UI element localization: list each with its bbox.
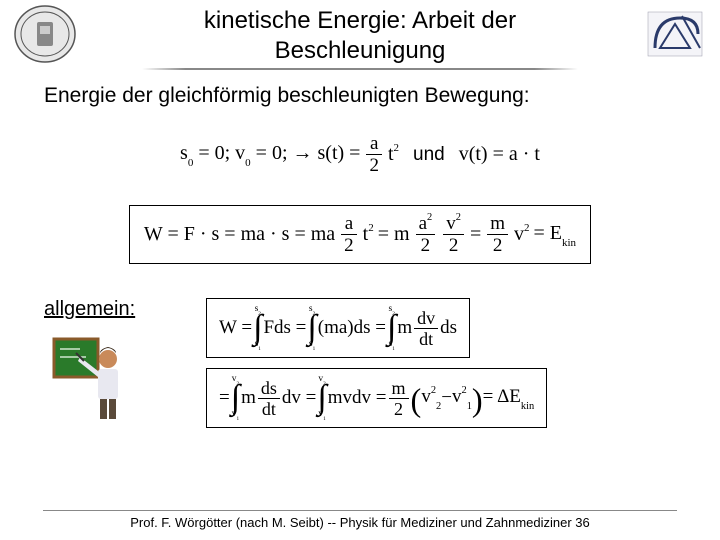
seal-logo-left	[10, 4, 80, 64]
teacher-icon	[50, 333, 140, 423]
slide-title-line2: Beschleunigung	[80, 36, 640, 66]
label-allgemein: allgemein:	[44, 298, 194, 321]
equation-work-derivation: W = F · s = ma · s = ma a2 t2 = m a22 v2…	[44, 205, 676, 264]
equation-integral-1: W = s2∫s1 Fds = s2∫s1 (ma)ds = s2∫s1 m d…	[206, 298, 470, 358]
logo-right	[640, 4, 710, 64]
slide-title-line1: kinetische Energie: Arbeit der	[80, 6, 640, 36]
footer-text: Prof. F. Wörgötter (nach M. Seibt) -- Ph…	[0, 515, 720, 530]
subheading: Energie der gleichförmig beschleunigten …	[44, 84, 676, 108]
equation-initial-conditions: s0 = 0; v0 = 0; → s(t) = a2 t2 und v(t) …	[44, 134, 676, 175]
equation-integral-2: = v2∫v1 m dsdt dv = v2∫v1 mvdv = m2 ( v2…	[206, 368, 547, 428]
title-underline	[142, 68, 579, 70]
footer: Prof. F. Wörgötter (nach M. Seibt) -- Ph…	[0, 510, 720, 530]
